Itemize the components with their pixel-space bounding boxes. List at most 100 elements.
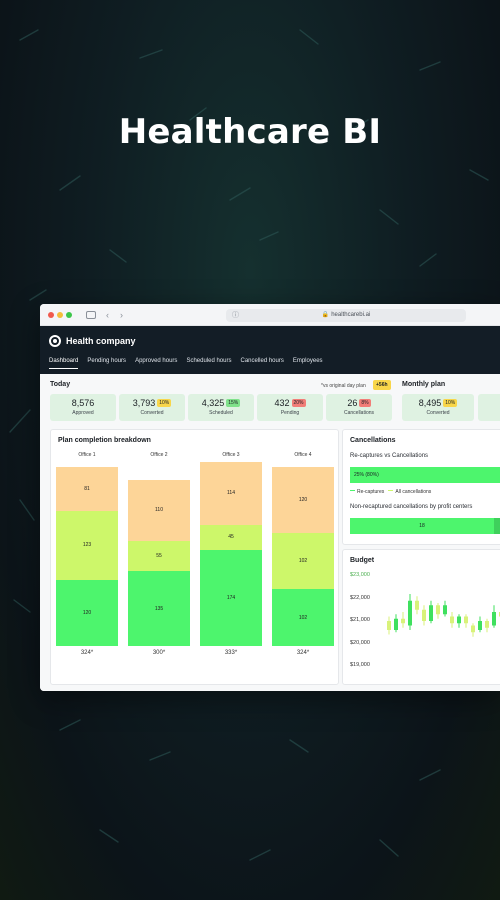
kpi-value: 3,793 10% [132, 398, 172, 408]
tab-dashboard[interactable]: Dashboard [49, 358, 79, 369]
budget-y-tick: $23,000 [350, 572, 370, 578]
candle[interactable] [394, 614, 398, 633]
bar-total-label: 333* [224, 650, 238, 656]
kpi-scheduled[interactable]: 4,325 15% Scheduled [188, 394, 254, 421]
budget-card: Budget $23,000 $22,000 $21,000 $20,000 $19,0… [342, 549, 500, 685]
candle[interactable] [415, 596, 419, 615]
kpi-badge: 15% [226, 399, 241, 407]
sidebar-toggle-icon[interactable] [86, 311, 96, 319]
candle[interactable] [492, 605, 496, 628]
candle[interactable] [387, 616, 391, 635]
url-text: healthcarebi.ai [331, 312, 371, 318]
recapture-bar[interactable]: 25% (80%) [350, 467, 500, 483]
dashboard-content: Today *vs original day plan +56h Monthly… [40, 374, 500, 691]
kpi-badge: 8% [359, 399, 371, 407]
bar-segment[interactable]: 102 [272, 589, 334, 646]
budget-y-tick: $21,000 [350, 617, 370, 623]
bar-segment[interactable]: 174 [200, 549, 262, 646]
maximize-window-icon[interactable] [66, 312, 72, 318]
cancellations-title: Cancellations [350, 437, 396, 444]
kpi-cancellations[interactable]: 26 8% Cancellations [326, 394, 392, 421]
tab-pending-hours[interactable]: Pending hours [87, 358, 127, 364]
candle[interactable] [485, 618, 489, 633]
non-recaptured-bar[interactable]: 18 [350, 518, 500, 534]
kpi-value: 8,576 [71, 398, 95, 408]
kpi-pending[interactable]: 432 20% Pending [257, 394, 323, 421]
close-window-icon[interactable] [48, 312, 54, 318]
bar-total-label: 300* [152, 650, 166, 656]
legend-all-cancellations: All cancellations [395, 489, 432, 495]
tab-cancelled-hours[interactable]: Cancelled hours [240, 358, 284, 364]
office-label: Office 4 [294, 452, 312, 458]
candle[interactable] [401, 612, 405, 628]
kpi-monthly-converted[interactable]: 8,495 10% Converted [402, 394, 474, 421]
office-label: Office 2 [150, 452, 168, 458]
bar-segment[interactable]: 81 [56, 466, 118, 512]
tab-approved-hours[interactable]: Approved hours [135, 358, 178, 364]
bar-segment[interactable]: 102 [272, 532, 334, 590]
kpi-label: Converted [140, 410, 164, 416]
kpi-approved[interactable]: 8,576 Approved [50, 394, 116, 421]
candle[interactable] [436, 603, 440, 619]
bar-segment[interactable]: 55 [128, 540, 190, 572]
kpi-value: 4,325 15% [201, 398, 241, 408]
candle[interactable] [443, 600, 447, 617]
cancellations-legend: Re-captures All cancellations [350, 489, 431, 495]
candle[interactable] [471, 623, 475, 637]
kpi-label: Pending [280, 410, 300, 416]
cancellations-subtitle: Re-captures vs Cancellations [350, 453, 429, 459]
tab-scheduled-hours[interactable]: Scheduled hours [186, 358, 232, 364]
legend-swatch-all [388, 489, 394, 491]
plan-completion-card: Plan completion breakdown Office 1 120 123… [50, 429, 339, 685]
address-bar[interactable]: ⓘ 🔒 healthcarebi.ai [226, 309, 466, 322]
candle[interactable] [457, 614, 461, 628]
main-nav: Dashboard Pending hours Approved hours S… [49, 358, 323, 369]
candle[interactable] [408, 594, 412, 630]
minimize-window-icon[interactable] [57, 312, 63, 318]
tab-employees[interactable]: Employees [292, 358, 323, 364]
bar-total-label: 324* [296, 650, 310, 656]
bar-segment[interactable]: 135 [128, 571, 190, 646]
kpi-monthly-next[interactable] [478, 394, 500, 421]
candle[interactable] [422, 605, 426, 626]
browser-window: ‹ › ⓘ 🔒 healthcarebi.ai Health company Da… [40, 304, 500, 691]
bar-segment[interactable]: 45 [200, 524, 262, 550]
bar-segment[interactable]: 123 [56, 511, 118, 580]
budget-y-tick: $22,000 [350, 594, 370, 601]
office-label: Office 1 [78, 452, 96, 458]
lock-icon: 🔒 [321, 312, 330, 318]
candle[interactable] [478, 616, 482, 633]
hero-title: Healthcare BI [118, 112, 382, 152]
bar-segment[interactable]: 114 [200, 461, 262, 525]
budget-title: Budget [350, 557, 375, 564]
bar-segment[interactable]: 110 [128, 479, 190, 541]
back-icon[interactable]: ‹ [106, 310, 109, 320]
vs-plan-note: *vs original day plan [321, 383, 366, 389]
kpi-converted[interactable]: 3,793 10% Converted [119, 394, 185, 421]
kpi-label: Cancellations [343, 410, 375, 416]
budget-y-tick: $19,000 [350, 662, 370, 668]
today-title: Today [50, 381, 71, 388]
candle[interactable] [450, 612, 454, 628]
kpi-value: 8,495 10% [418, 398, 458, 408]
app-header: Health company Dashboard Pending hours A… [40, 326, 500, 374]
company-logo-icon [49, 335, 61, 347]
forward-icon[interactable]: › [120, 310, 123, 320]
kpi-badge: 10% [443, 399, 458, 407]
vs-plan-badge: +56h [373, 380, 391, 390]
kpi-label: Converted [426, 410, 450, 416]
bar-segment[interactable]: 120 [56, 579, 118, 646]
bar-segment[interactable]: 120 [272, 466, 334, 533]
candle[interactable] [464, 614, 468, 628]
budget-y-tick: $20,000 [350, 639, 370, 646]
company-name: Health company [66, 336, 136, 346]
site-info-icon[interactable]: ⓘ [232, 312, 239, 319]
bar-total-label: 324* [80, 650, 94, 656]
candle[interactable] [429, 600, 433, 624]
kpi-badge: 10% [157, 399, 172, 407]
monthly-plan-title: Monthly plan [402, 381, 446, 388]
kpi-badge: 20% [291, 399, 306, 407]
kpi-value: 26 8% [347, 398, 371, 408]
kpi-value: 432 20% [274, 398, 306, 408]
